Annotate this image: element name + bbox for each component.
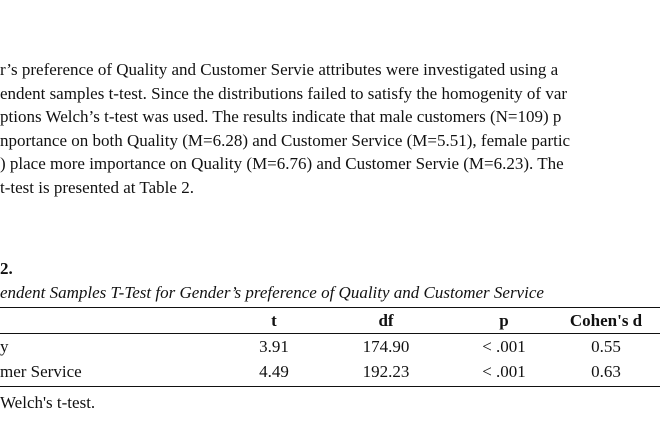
column-header-cohens-d: Cohen's d — [569, 311, 643, 330]
table-number: 2. — [0, 259, 13, 278]
row-quality-df: 174.90 — [362, 337, 410, 356]
column-header-t: t — [271, 311, 277, 330]
row-quality-p: < .001 — [482, 337, 526, 356]
paragraph-line-3: ptions Welch’s t-test was used. The resu… — [0, 107, 562, 126]
table-bottom-rule — [0, 386, 660, 387]
row-quality-t: 3.91 — [259, 337, 289, 356]
row-customer-service-cohens-d: 0.63 — [591, 362, 621, 381]
paragraph-line-1: r’s preference of Quality and Customer S… — [0, 60, 559, 79]
table-note: Welch's t-test. — [0, 393, 96, 412]
row-customer-service-df: 192.23 — [362, 362, 410, 381]
row-customer-service-t: 4.49 — [259, 362, 289, 381]
row-label-quality: y — [0, 337, 9, 356]
table-title: endent Samples T-Test for Gender’s prefe… — [0, 283, 544, 302]
body-paragraph: r’s preference of Quality and Customer S… — [0, 58, 660, 199]
row-quality-cohens-d: 0.55 — [591, 337, 621, 356]
paragraph-line-2: endent samples t-test. Since the distrib… — [0, 83, 568, 103]
row-label-customer-service: mer Service — [0, 362, 82, 381]
column-header-df: df — [378, 311, 394, 330]
row-customer-service-p: < .001 — [482, 362, 526, 381]
table-header-rule — [0, 333, 660, 334]
paragraph-line-6: t-test is presented at Table 2. — [0, 177, 194, 197]
table-top-rule — [0, 307, 660, 308]
column-header-p: p — [499, 311, 509, 330]
paragraph-line-5: ) place more importance on Quality (M=6.… — [0, 154, 564, 173]
paragraph-line-4: nportance on both Quality (M=6.28) and C… — [0, 130, 571, 150]
